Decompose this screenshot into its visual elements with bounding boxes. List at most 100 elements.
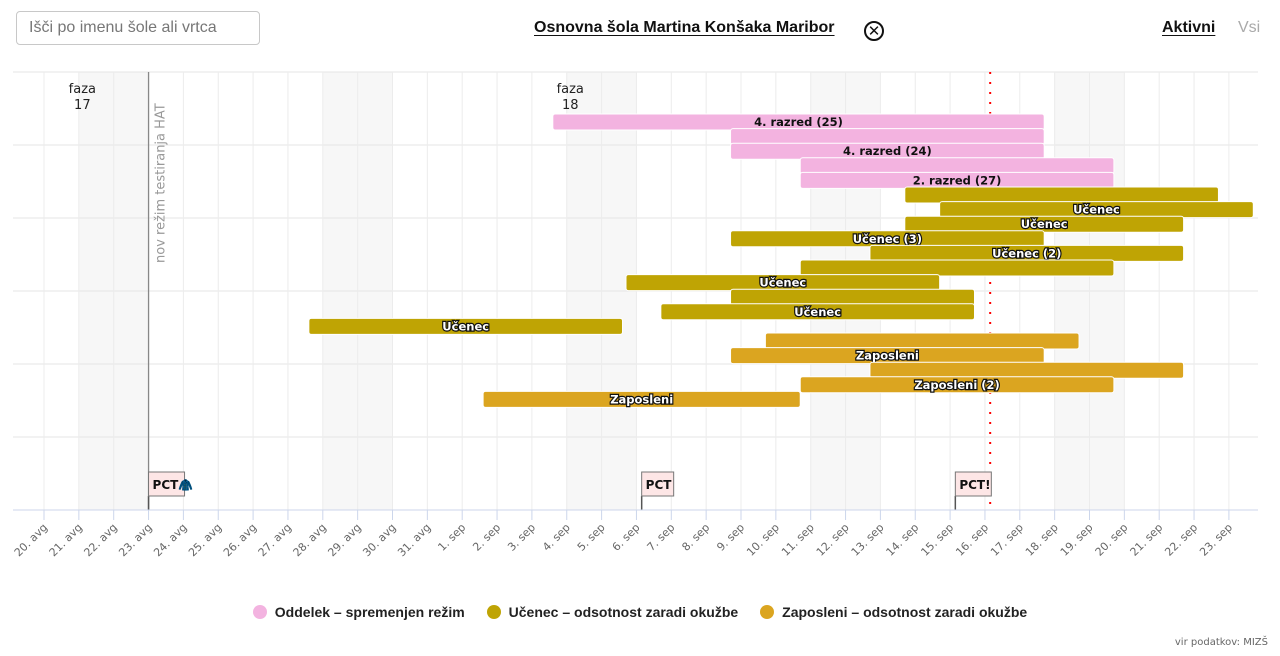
bar-rect xyxy=(799,259,1115,277)
x-tick-label: 27. avg xyxy=(256,521,294,559)
bar-rect xyxy=(730,128,1045,146)
x-tick-label: 14. sep xyxy=(884,521,922,559)
pct-flag: PCT! xyxy=(954,471,992,510)
x-tick-label: 3. sep xyxy=(505,521,538,554)
x-tick-label: 1. sep xyxy=(435,521,468,554)
legend-label: Učenec – odsotnost zaradi okužbe xyxy=(508,604,739,620)
bar-label: Učenec (2) xyxy=(992,246,1061,260)
bar-rect xyxy=(660,303,975,321)
bar-zaposleni xyxy=(764,332,1080,350)
x-tick-label: 13. sep xyxy=(849,521,887,559)
x-tick-label: 24. avg xyxy=(151,521,189,559)
bar-label: Učenec xyxy=(794,305,841,319)
pct-flag: PCT xyxy=(640,471,675,510)
x-tick-label: 19. sep xyxy=(1058,521,1096,559)
bar-label: Učenec (3) xyxy=(853,232,922,246)
bar-rect xyxy=(482,390,801,408)
bar-rect xyxy=(764,332,1080,350)
bar-label: Učenec xyxy=(1021,217,1068,231)
x-tick-label: 5. sep xyxy=(575,521,608,554)
phase-number: 17 xyxy=(74,98,91,113)
x-tick-label: 29. avg xyxy=(325,521,363,559)
bars: 4. razred (25) 4. razred (24) 2. razred (2… xyxy=(308,113,1254,408)
search-input[interactable] xyxy=(16,11,260,45)
x-tick-label: 8. sep xyxy=(679,521,712,554)
bar-label: 2. razred (27) xyxy=(913,173,1002,187)
bar-label: Zaposleni (2) xyxy=(914,378,999,392)
x-tick-label: 16. sep xyxy=(953,521,991,559)
pct-flag-label: PCT xyxy=(646,478,673,492)
bar-label: 4. razred (25) xyxy=(754,115,843,129)
tab-vsi-label: Vsi xyxy=(1238,19,1261,36)
tab-aktivni[interactable]: Aktivni xyxy=(1162,19,1216,46)
bar-rect xyxy=(308,317,624,335)
bar-ucenec: Učenec xyxy=(939,201,1254,219)
legend-item-oddelek[interactable]: Oddelek – spremenjen režim xyxy=(252,604,465,620)
bar-rect xyxy=(904,186,1219,204)
bar-ucenec: Učenec xyxy=(660,303,975,321)
legend-label: Zaposleni – odsotnost zaradi okužbe xyxy=(782,604,1028,620)
close-icon[interactable]: ✕ xyxy=(864,21,884,41)
x-tick-label: 26. avg xyxy=(221,521,259,559)
x-tick-label: 21. avg xyxy=(47,521,85,559)
legend-label: Oddelek – spremenjen režim xyxy=(274,604,465,620)
x-tick-label: 6. sep xyxy=(610,521,643,554)
pct-flag-box xyxy=(148,471,186,497)
x-tick-label: 11. sep xyxy=(779,521,817,559)
selected-school-title: Osnovna šola Martina Konšaka Maribor xyxy=(534,19,835,46)
school-highlight xyxy=(534,40,835,46)
x-tick-label: 28. avg xyxy=(291,521,329,559)
bar-ucenec: Učenec (2) xyxy=(869,244,1185,262)
x-tick-label: 25. avg xyxy=(186,521,224,559)
x-tick-label: 4. sep xyxy=(540,521,573,554)
x-tick-label: 23. avg xyxy=(116,521,154,559)
bar-label: 4. razred (24) xyxy=(843,144,932,158)
x-tick-label: 30. avg xyxy=(360,521,398,559)
pct-flag: PCT🧥 xyxy=(147,471,193,510)
bar-label: Učenec xyxy=(759,276,806,290)
tab-vsi[interactable]: Vsi xyxy=(1238,19,1260,37)
phase-label: faza xyxy=(69,82,96,97)
legend-dot-icon xyxy=(760,605,775,619)
legend-item-ucenec[interactable]: Učenec – odsotnost zaradi okužbe xyxy=(486,604,739,620)
x-tick-label: 17. sep xyxy=(988,521,1026,559)
x-tick-label: 21. sep xyxy=(1128,521,1166,559)
bar-label: Učenec xyxy=(442,319,489,333)
bar-zaposleni xyxy=(869,361,1185,379)
school-name: Osnovna šola Martina Konšaka Maribor xyxy=(534,19,835,36)
x-tick-label: 20. avg xyxy=(12,521,50,559)
bar-rect xyxy=(730,288,975,306)
x-tick-label: 12. sep xyxy=(814,521,852,559)
x-tick-label: 23. sep xyxy=(1197,521,1235,559)
bar-rect xyxy=(799,376,1115,394)
bar-oddelek xyxy=(799,157,1115,175)
tab-highlight xyxy=(1162,40,1216,46)
pct-flag-box xyxy=(954,471,992,497)
tab-aktivni-label: Aktivni xyxy=(1162,19,1216,36)
bar-ucenec: Učenec xyxy=(308,317,624,335)
bar-ucenec xyxy=(799,259,1115,277)
bar-zaposleni: Zaposleni xyxy=(482,390,801,408)
x-tick-label: 10. sep xyxy=(744,521,782,559)
data-source: vir podatkov: MIZŠ xyxy=(1174,637,1268,648)
phase-number: 18 xyxy=(562,98,579,113)
bar-oddelek: 4. razred (24) xyxy=(730,142,1045,160)
bar-zaposleni: Zaposleni (2) xyxy=(799,376,1115,394)
legend-item-zaposleni[interactable]: Zaposleni – odsotnost zaradi okužbe xyxy=(760,604,1027,620)
bar-oddelek: 2. razred (27) xyxy=(799,171,1115,189)
x-tick-label: 31. avg xyxy=(395,521,433,559)
x-tick-label: 7. sep xyxy=(645,521,678,554)
x-tick-label: 18. sep xyxy=(1023,521,1061,559)
x-tick-label: 2. sep xyxy=(470,521,503,554)
bar-oddelek: 4. razred (25) xyxy=(552,113,1045,131)
pct-flag-box xyxy=(641,471,675,497)
pct-flag-label: PCT! xyxy=(959,478,990,492)
bar-label: Zaposleni xyxy=(610,392,673,406)
legend-dot-icon xyxy=(486,605,501,619)
hat-marker-label: nov režim testiranja HAT xyxy=(154,103,169,263)
x-tick-label: 20. sep xyxy=(1093,521,1131,559)
x-tick-label: 22. avg xyxy=(81,521,119,559)
